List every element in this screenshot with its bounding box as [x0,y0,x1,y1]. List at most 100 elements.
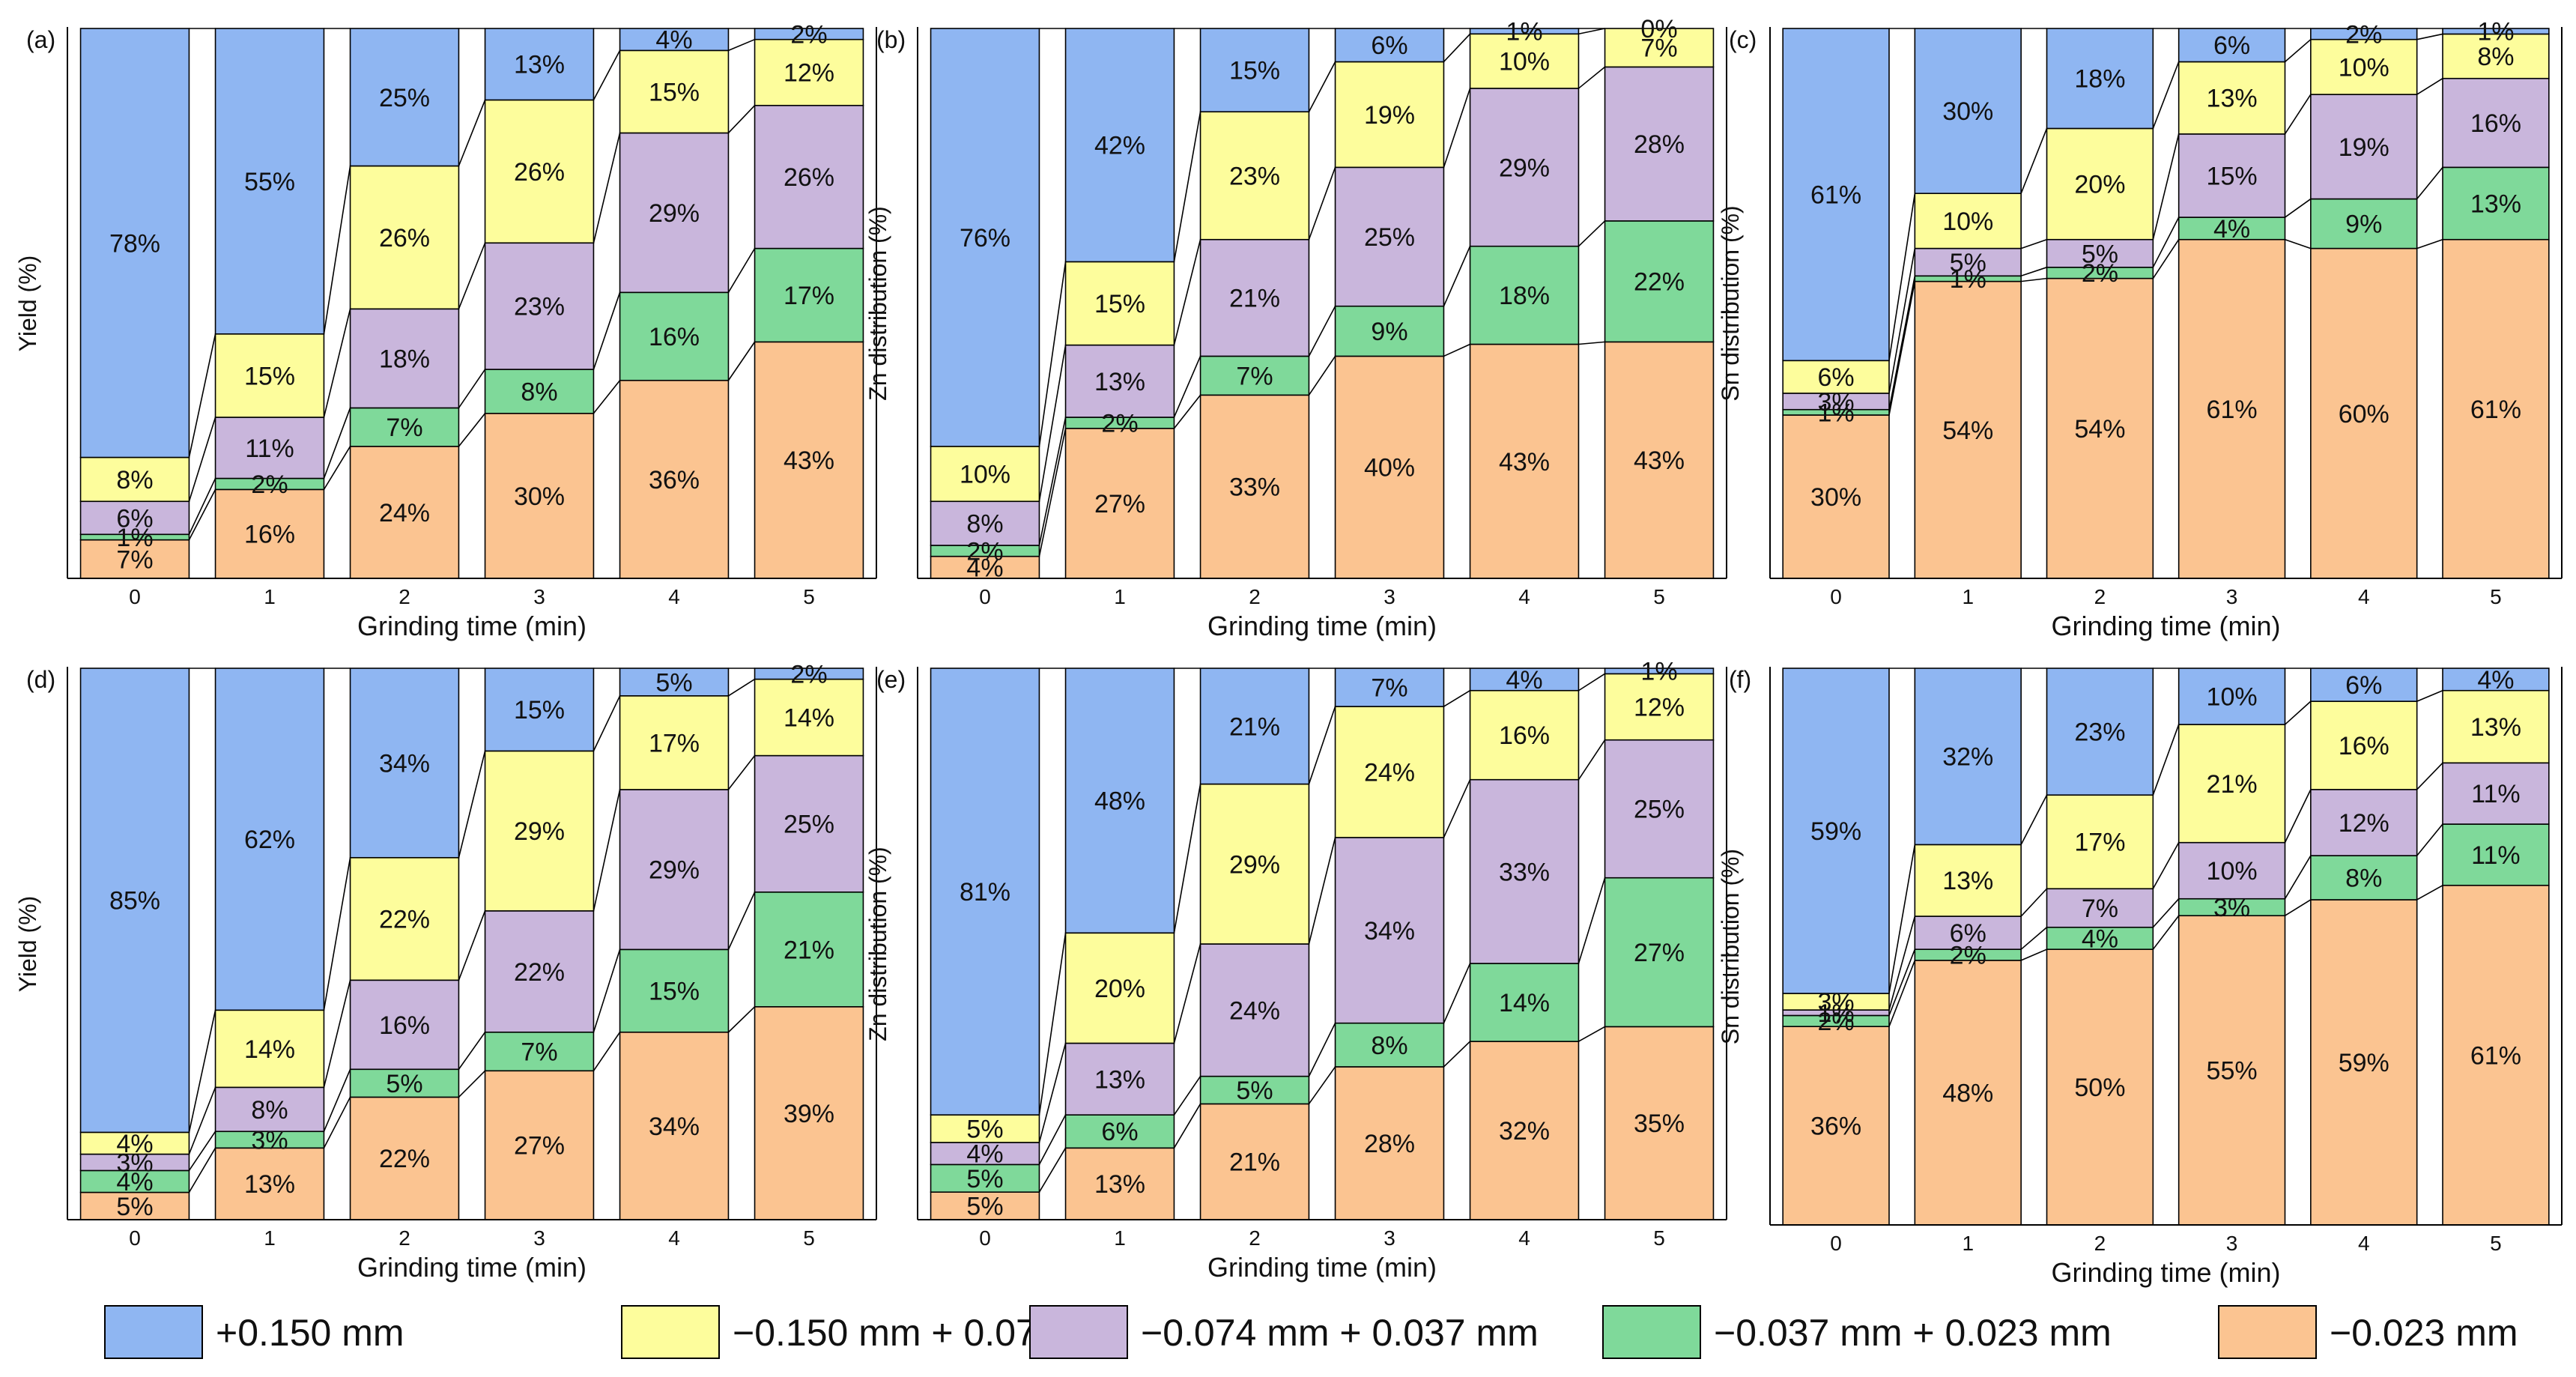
data-label: 61% [2470,1041,2521,1070]
x-tick-label: 2 [2094,585,2106,608]
bar-segment [1469,28,1580,35]
bar-segment [1199,355,1310,396]
legend-swatch [1602,1305,1701,1359]
data-label: 12% [2339,809,2389,838]
bar-segment [214,28,325,335]
connector-line [323,857,351,1011]
data-label: 2% [2082,259,2118,288]
data-label: 85% [109,887,160,916]
connector-line [593,49,621,100]
data-label: 14% [784,704,834,733]
data-label: 26% [514,158,565,187]
bar-group-5: 61% 11% 11% 13% 4% [2442,666,2550,1226]
data-label: 48% [1094,787,1145,816]
panel-b: 4%2%8%10%76%027%2%13%15%42%133%7%21%23%1… [864,15,1727,641]
bar-segment [349,668,460,859]
bar-group-5: 61% 13% 16% 8%1% [2442,18,2550,579]
connector-line [2416,238,2443,249]
connector-line [1578,28,1605,35]
data-label: 43% [784,447,834,475]
legend: +0.150 mm −0.150 mm + 0.074 mm −0.074 mm +… [104,1305,2518,1359]
x-tick-label: 3 [533,585,545,608]
bar-segment [1604,673,1715,741]
data-label: 14% [1499,989,1550,1017]
bar-segment [2178,133,2286,218]
data-label: 15% [1229,57,1280,85]
bar-segment [349,407,460,447]
x-tick-label: 1 [1962,585,1974,608]
connector-line [1888,948,1916,1016]
connector-line [1443,963,1471,1023]
x-tick-label: 0 [129,585,141,608]
connector-line [1308,1023,1336,1077]
bar-segment [1604,28,1715,68]
data-label: 23% [1229,162,1280,190]
connector-lines [188,668,756,1193]
x-tick-label: 4 [668,585,680,608]
x-axis-label: Grinding time (min) [2051,611,2280,641]
x-tick-label: 4 [668,1226,680,1250]
data-label: 16% [1499,721,1550,750]
bar-segment [2178,915,2286,1226]
data-label: 25% [379,84,430,112]
data-label: 2% [790,20,827,49]
connector-line [2152,217,2180,268]
x-tick-label: 5 [2490,1232,2502,1255]
data-label: 0% [1640,15,1677,43]
data-label: 10% [1942,208,1993,236]
data-label: 13% [514,51,565,79]
bar-segment [2178,61,2286,135]
data-label: 5% [386,1070,422,1098]
data-label: 29% [1499,154,1550,182]
connector-line [727,892,756,950]
bar-segment [214,488,325,579]
connector-line [2020,267,2047,277]
connector-line [1443,33,1471,63]
connector-line [1173,112,1201,262]
data-label: 21% [2207,770,2258,799]
data-label: 4% [966,1140,1003,1169]
panel-label: (c) [1729,26,1757,53]
bar-segment [1604,739,1715,879]
data-label: 39% [784,1100,834,1128]
data-label: 29% [649,856,700,885]
data-label: 6% [1101,1118,1138,1146]
data-label: 3% [116,1148,153,1177]
bar-segment [1064,668,1175,934]
data-label: 5% [2082,240,2118,268]
bar-group-1: 48% 2%6% 13% 32% [1914,668,2022,1226]
data-label: 7% [2082,895,2118,923]
data-label: 5% [1950,249,1986,277]
bar-group-4: 34% 15% 29% 17% 5% [619,668,730,1220]
panel-d: 5%4%3%4%85%013%3%8%14%62%122%5%16%22%34%… [14,660,877,1283]
x-tick-label: 3 [1384,585,1395,608]
data-label: 2% [1818,1008,1855,1036]
data-label: 22% [514,958,565,987]
data-label: 32% [1499,1117,1550,1146]
panel-label: (e) [876,666,906,693]
data-label: 4% [2082,924,2118,953]
bar-segment [1914,193,2022,249]
bar-segment [1782,668,1890,994]
bar-segment [1604,1026,1715,1220]
legend-item: −0.074 mm + 0.037 mm [1029,1305,1539,1359]
connector-line [1888,193,1916,361]
data-label: 36% [1810,1113,1861,1141]
data-label: 10% [1499,48,1550,76]
connector-line [2284,855,2312,900]
connector-line [728,678,755,697]
bar-segment [1914,960,2022,1226]
bar-segment [1334,837,1445,1024]
connector-line [2152,61,2180,129]
bar-segment [1199,1075,1310,1105]
x-tick-label: 0 [129,1226,141,1250]
bar-group-3: 55% 3% 10% 21% 10% [2178,668,2286,1226]
bar-group-3: 61% 4% 15% 13% 6% [2178,28,2286,579]
connector-line [188,478,216,535]
bar-segment [79,1169,190,1193]
data-label: 40% [1364,454,1415,482]
data-label: 8% [521,378,557,406]
data-label: 22% [1634,268,1685,297]
data-label: 2% [251,470,288,499]
bar-segment [1334,706,1445,838]
